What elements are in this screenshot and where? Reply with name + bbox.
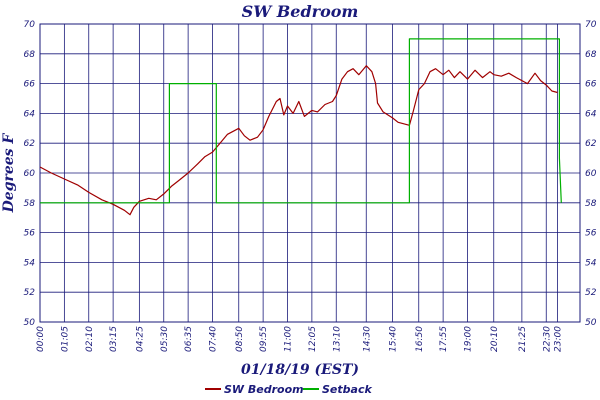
- y-tick-label-right: 70: [585, 20, 597, 30]
- y-tick-label-right: 50: [585, 318, 597, 328]
- y-tick-label-left: 64: [24, 109, 36, 119]
- x-tick-label: 07:40: [209, 326, 219, 352]
- x-tick-label: 15:40: [389, 326, 399, 352]
- y-tick-label-right: 52: [585, 288, 597, 298]
- x-tick-label: 13:10: [332, 326, 342, 352]
- x-tick-label: 21:25: [518, 326, 528, 352]
- x-tick-label: 14:30: [362, 326, 372, 352]
- x-tick-label: 17:55: [439, 326, 449, 352]
- y-tick-label-right: 62: [585, 139, 597, 149]
- x-tick-label: 19:00: [464, 326, 474, 352]
- y-tick-label-left: 54: [24, 258, 36, 268]
- y-tick-label-right: 68: [585, 50, 597, 60]
- x-tick-label: 23:00: [554, 326, 564, 352]
- y-tick-label-right: 60: [585, 169, 597, 179]
- y-axis-right: 50 52 54 56 58 60 62 64 66 68 70: [585, 20, 597, 328]
- y-tick-label-left: 60: [24, 169, 36, 179]
- x-tick-label: 09:55: [259, 326, 269, 352]
- x-axis-label: 01/18/19 (EST): [241, 362, 359, 378]
- x-tick-label: 08:50: [235, 326, 245, 352]
- x-tick-label: 01:05: [60, 326, 70, 352]
- y-tick-label-left: 68: [24, 50, 36, 60]
- x-tick-label: 16:50: [415, 326, 425, 352]
- y-axis-label: Degrees F: [1, 133, 17, 214]
- x-tick-label: 00:00: [36, 326, 46, 352]
- y-tick-label-right: 64: [585, 109, 597, 119]
- series-lines: [39, 38, 562, 216]
- legend: SW Bedroom Setback: [205, 383, 372, 396]
- x-tick-label: 03:15: [109, 326, 119, 352]
- y-tick-label-left: 56: [24, 229, 36, 239]
- y-tick-label-left: 52: [24, 288, 36, 298]
- y-tick-label-right: 58: [585, 199, 597, 209]
- x-tick-label: 04:25: [135, 326, 145, 352]
- x-tick-label: 11:00: [284, 326, 294, 352]
- chart-title: SW Bedroom: [242, 2, 359, 21]
- y-tick-label-right: 56: [585, 229, 597, 239]
- y-tick-label-left: 62: [24, 139, 36, 149]
- y-tick-label-left: 70: [24, 20, 36, 30]
- x-tick-label: 12:05: [308, 326, 318, 352]
- y-tick-label-left: 66: [24, 80, 36, 90]
- y-tick-label-right: 54: [585, 258, 597, 268]
- x-tick-label: 02:10: [85, 326, 95, 352]
- x-tick-label: 22:30: [542, 326, 552, 352]
- legend-label-sw-bedroom: SW Bedroom: [224, 383, 304, 396]
- x-tick-label: 06:35: [184, 326, 194, 352]
- y-tick-label-right: 66: [585, 80, 597, 90]
- series-line-sw-bedroom: [39, 65, 558, 216]
- y-tick-label-left: 58: [24, 199, 36, 209]
- y-axis-left: 50 52 54 56 58 60 62 64 66 68 70: [24, 20, 36, 328]
- x-axis: 00:00 01:05 02:10 03:15 04:25 05:30 06:35 07:40…: [36, 326, 564, 352]
- x-tick-label: 20:10: [490, 326, 500, 352]
- series-line-setback: [40, 38, 562, 204]
- y-tick-label-left: 50: [24, 318, 36, 328]
- grid-lines: [39, 23, 580, 323]
- legend-label-setback: Setback: [322, 383, 372, 396]
- x-tick-label: 05:30: [160, 326, 170, 352]
